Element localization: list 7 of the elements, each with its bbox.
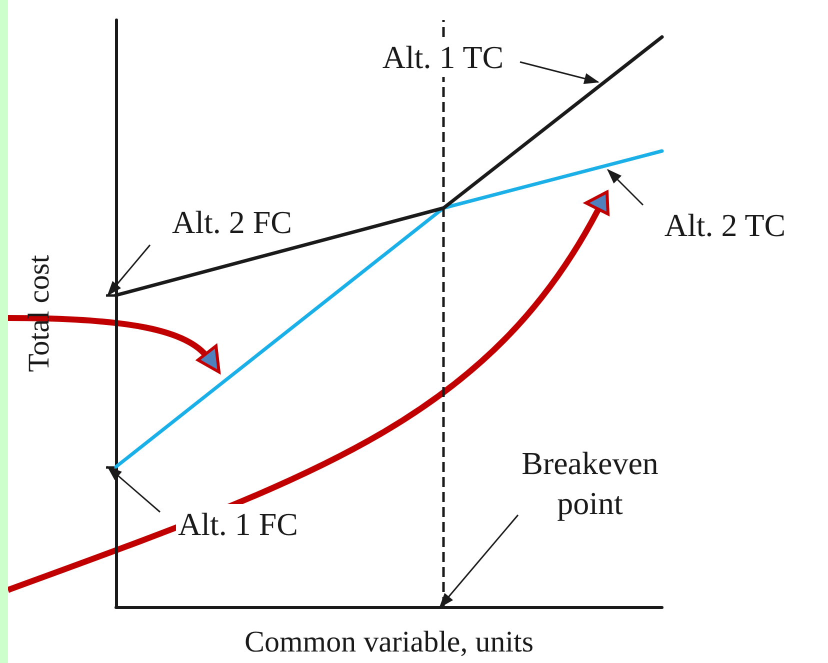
- x-axis-title: Common variable, units: [244, 626, 534, 658]
- annotation: Alt. 1 TC: [382, 39, 504, 75]
- annotation: Alt. 2 FC: [172, 204, 292, 240]
- y-axis-title: Total cost: [22, 254, 56, 372]
- annotation: Alt. 1 FC: [178, 506, 298, 542]
- text: Alt. 2 TC: [664, 207, 786, 243]
- annotation: Breakeven point: [522, 445, 658, 521]
